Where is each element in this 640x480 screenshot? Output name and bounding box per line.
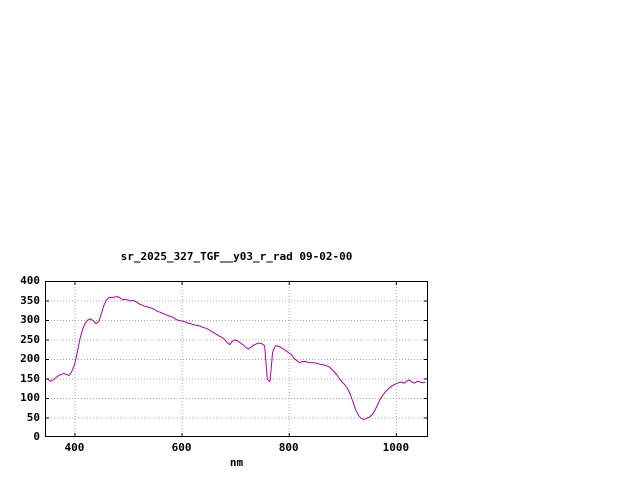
y-tick-label: 50 (26, 410, 40, 424)
y-tick-label: 0 (33, 430, 40, 443)
spectrum-plot-svg (45, 281, 428, 437)
y-tick-label: 200 (20, 352, 40, 365)
x-tick-label: 1000 (382, 441, 410, 454)
y-tick-label: 350 (20, 293, 40, 307)
y-tick-label: 150 (20, 371, 40, 385)
x-tick-label: 600 (171, 441, 192, 454)
y-tick-label: 100 (20, 391, 40, 404)
y-tick-label: 400 (20, 274, 40, 287)
x-axis-label: nm (229, 456, 244, 469)
chart-title: sr_2025_327_TGF__y03_r_rad 09-02-00 (120, 250, 353, 263)
plot-area (45, 281, 428, 437)
plot-border (45, 281, 428, 437)
x-tick-label: 800 (278, 441, 299, 454)
spectrum-data-line (47, 296, 426, 420)
y-tick-label: 250 (20, 332, 40, 346)
x-tick-label: 400 (64, 441, 85, 454)
y-tick-label: 300 (20, 313, 40, 326)
